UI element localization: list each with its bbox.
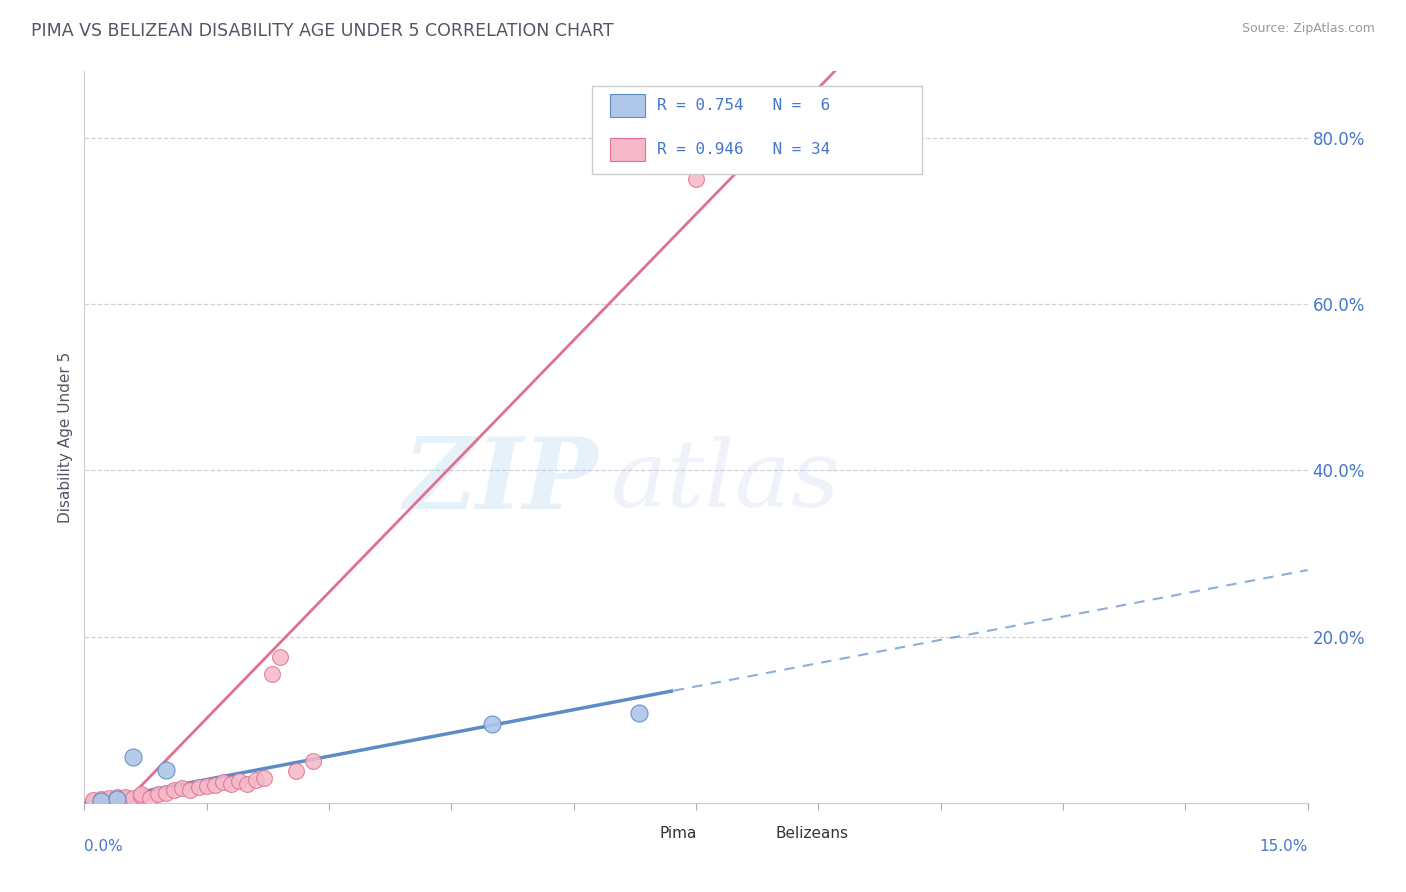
Point bbox=[122, 790, 145, 805]
Point bbox=[105, 791, 128, 805]
Point bbox=[131, 789, 153, 804]
Point bbox=[204, 778, 226, 792]
Point bbox=[82, 793, 104, 807]
Point bbox=[163, 783, 186, 797]
Point bbox=[90, 792, 112, 806]
FancyBboxPatch shape bbox=[733, 824, 763, 845]
Point bbox=[97, 790, 120, 805]
Point bbox=[627, 706, 650, 720]
Point bbox=[97, 793, 120, 807]
Text: R = 0.946   N = 34: R = 0.946 N = 34 bbox=[657, 142, 830, 157]
Point bbox=[285, 764, 308, 779]
Y-axis label: Disability Age Under 5: Disability Age Under 5 bbox=[58, 351, 73, 523]
Point bbox=[131, 788, 153, 802]
Point bbox=[709, 152, 731, 166]
Point bbox=[155, 763, 177, 777]
Point bbox=[146, 788, 169, 802]
Point bbox=[228, 774, 250, 789]
Point bbox=[253, 771, 276, 785]
Point bbox=[105, 792, 128, 806]
Point bbox=[269, 650, 291, 665]
Text: ZIP: ZIP bbox=[404, 433, 598, 529]
Point bbox=[90, 794, 112, 808]
Text: 0.0%: 0.0% bbox=[84, 839, 124, 855]
FancyBboxPatch shape bbox=[616, 824, 647, 845]
Point bbox=[82, 795, 104, 809]
Point bbox=[90, 794, 112, 808]
Point bbox=[105, 789, 128, 804]
Text: Pima: Pima bbox=[659, 826, 696, 841]
Point bbox=[219, 777, 242, 791]
Point bbox=[236, 777, 259, 791]
Point bbox=[260, 667, 283, 681]
Text: 15.0%: 15.0% bbox=[1260, 839, 1308, 855]
Point bbox=[301, 754, 323, 768]
Point bbox=[114, 792, 136, 806]
Text: PIMA VS BELIZEAN DISABILITY AGE UNDER 5 CORRELATION CHART: PIMA VS BELIZEAN DISABILITY AGE UNDER 5 … bbox=[31, 22, 613, 40]
Point bbox=[138, 790, 160, 805]
Point bbox=[212, 775, 235, 789]
Point bbox=[195, 779, 218, 793]
Point bbox=[481, 716, 503, 731]
Text: Belizeans: Belizeans bbox=[776, 826, 848, 841]
Point bbox=[155, 786, 177, 800]
Point bbox=[172, 780, 194, 795]
Point bbox=[122, 750, 145, 764]
Point bbox=[245, 772, 267, 787]
Text: atlas: atlas bbox=[610, 436, 839, 526]
Point bbox=[179, 782, 201, 797]
Text: R = 0.754   N =  6: R = 0.754 N = 6 bbox=[657, 98, 830, 113]
Point bbox=[685, 172, 707, 186]
FancyBboxPatch shape bbox=[610, 138, 644, 161]
FancyBboxPatch shape bbox=[610, 94, 644, 118]
Point bbox=[187, 780, 209, 794]
Text: Source: ZipAtlas.com: Source: ZipAtlas.com bbox=[1241, 22, 1375, 36]
Point bbox=[114, 789, 136, 804]
FancyBboxPatch shape bbox=[592, 86, 922, 174]
